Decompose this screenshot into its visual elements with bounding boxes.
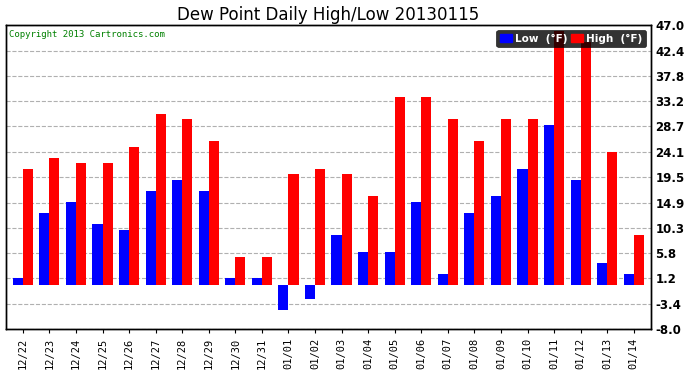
Bar	[39, 213, 50, 285]
Bar	[633, 235, 644, 285]
Bar	[92, 224, 103, 285]
Bar	[448, 119, 458, 285]
Bar	[305, 285, 315, 299]
Bar	[119, 230, 129, 285]
Bar	[437, 274, 448, 285]
Bar	[607, 152, 618, 285]
Bar	[315, 169, 325, 285]
Bar	[411, 202, 422, 285]
Legend: Low  (°F), High  (°F): Low (°F), High (°F)	[496, 30, 646, 46]
Bar	[252, 278, 262, 285]
Bar	[172, 180, 182, 285]
Bar	[146, 191, 156, 285]
Bar	[384, 252, 395, 285]
Bar	[209, 141, 219, 285]
Bar	[262, 257, 272, 285]
Bar	[395, 97, 405, 285]
Bar	[182, 119, 193, 285]
Bar	[422, 97, 431, 285]
Bar	[103, 164, 112, 285]
Bar	[156, 114, 166, 285]
Bar	[342, 174, 352, 285]
Bar	[235, 257, 246, 285]
Bar	[501, 119, 511, 285]
Bar	[199, 191, 209, 285]
Bar	[475, 141, 484, 285]
Bar	[581, 42, 591, 285]
Bar	[23, 169, 33, 285]
Bar	[288, 174, 299, 285]
Bar	[464, 213, 475, 285]
Bar	[66, 202, 76, 285]
Bar	[528, 119, 538, 285]
Bar	[571, 180, 581, 285]
Bar	[544, 124, 554, 285]
Bar	[278, 285, 288, 310]
Text: Copyright 2013 Cartronics.com: Copyright 2013 Cartronics.com	[9, 30, 165, 39]
Bar	[331, 235, 342, 285]
Bar	[50, 158, 59, 285]
Bar	[225, 278, 235, 285]
Bar	[518, 169, 528, 285]
Bar	[554, 31, 564, 285]
Bar	[597, 263, 607, 285]
Bar	[491, 196, 501, 285]
Bar	[76, 164, 86, 285]
Title: Dew Point Daily High/Low 20130115: Dew Point Daily High/Low 20130115	[177, 6, 480, 24]
Bar	[129, 147, 139, 285]
Bar	[358, 252, 368, 285]
Bar	[624, 274, 633, 285]
Bar	[12, 278, 23, 285]
Bar	[368, 196, 378, 285]
